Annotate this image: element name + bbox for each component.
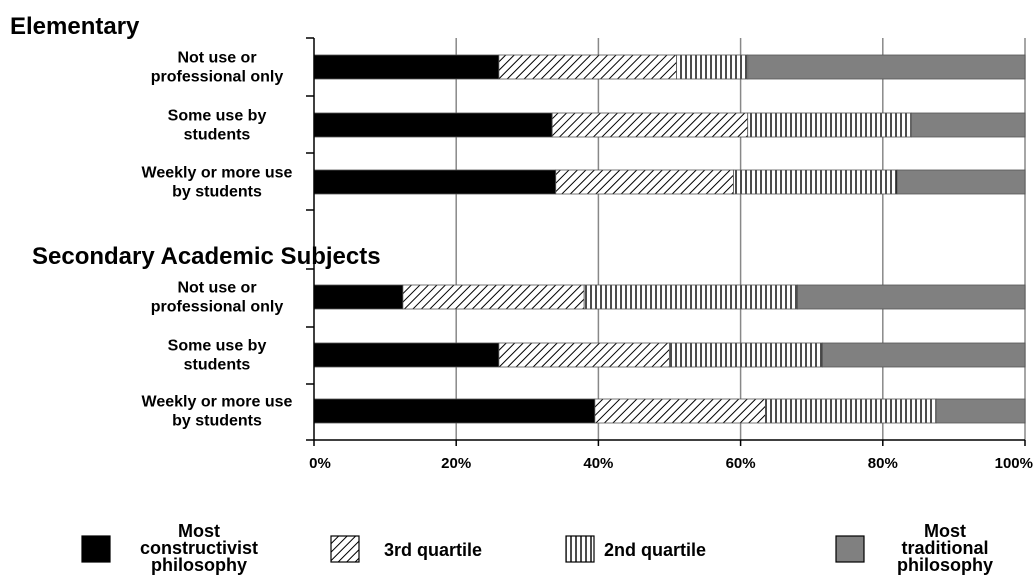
legend-label: traditional <box>901 538 988 558</box>
category-label: Some use by <box>168 338 267 355</box>
labels: Elementary Not use or professional only Som… <box>10 13 381 430</box>
bar-segment-most-constructivist <box>313 169 557 195</box>
legend-swatch-second-quartile <box>565 535 595 563</box>
legend-swatch-third-quartile <box>330 535 360 563</box>
bar-segment-most-constructivist <box>313 54 500 80</box>
category-label: Not use or <box>177 280 256 297</box>
legend-label: philosophy <box>151 555 247 575</box>
legend-swatch-most-traditional <box>835 535 865 563</box>
x-tick-label: 0% <box>309 455 331 472</box>
bars <box>313 54 1026 424</box>
bar-segment-most-traditional <box>910 112 1026 138</box>
legend-label: 2nd quartile <box>604 540 706 560</box>
bar-segment-third-quartile <box>551 112 749 138</box>
bar-segment-second-quartile <box>676 54 749 80</box>
bar-segment-second-quartile <box>733 169 898 195</box>
bar-segment-most-traditional <box>797 284 1026 310</box>
axes: 0% 20% 40% 60% 80% 100% <box>306 37 1033 472</box>
legend-label: Most <box>178 521 220 541</box>
bar-segment-third-quartile <box>594 398 766 424</box>
group-title: Secondary Academic Subjects <box>32 243 381 270</box>
x-tick-label: 100% <box>995 455 1033 472</box>
bar-segment-second-quartile <box>669 342 823 368</box>
bar-segment-most-constructivist <box>313 342 500 368</box>
category-label: Some use by <box>168 108 267 125</box>
bar-segment-most-traditional <box>747 54 1026 80</box>
category-label: students <box>184 357 251 374</box>
legend-label: philosophy <box>897 555 993 575</box>
x-tick-label: 80% <box>868 455 898 472</box>
bar-segment-most-traditional <box>896 169 1026 195</box>
bar-segment-third-quartile <box>402 284 585 310</box>
bar-segment-most-constructivist <box>313 284 404 310</box>
legend-label: 3rd quartile <box>384 540 482 560</box>
category-label: Weekly or more use <box>142 394 293 411</box>
category-label: professional only <box>151 69 284 86</box>
category-label: by students <box>172 413 262 430</box>
bar-segment-most-constructivist <box>313 112 553 138</box>
legend-label: constructivist <box>140 538 258 558</box>
legend-swatch-most-constructivist <box>81 535 111 563</box>
bar-segment-third-quartile <box>498 54 678 80</box>
bar-segment-third-quartile <box>498 342 670 368</box>
category-label: Not use or <box>177 50 256 67</box>
category-label: by students <box>172 184 262 201</box>
category-label: Weekly or more use <box>142 165 293 182</box>
bar-segment-third-quartile <box>555 169 734 195</box>
x-tick-label: 60% <box>726 455 756 472</box>
bar-segment-second-quartile <box>747 112 912 138</box>
category-label: professional only <box>151 299 284 316</box>
bar-segment-second-quartile <box>583 284 798 310</box>
bar-segment-most-traditional <box>821 342 1026 368</box>
bar-segment-most-traditional <box>935 398 1026 424</box>
bar-segment-most-constructivist <box>313 398 596 424</box>
category-label: students <box>184 127 251 144</box>
x-tick-label: 40% <box>583 455 613 472</box>
bar-segment-second-quartile <box>765 398 937 424</box>
x-tick-label: 20% <box>441 455 471 472</box>
group-title: Elementary <box>10 13 140 40</box>
gridlines <box>455 38 1026 440</box>
legend-label: Most <box>924 521 966 541</box>
